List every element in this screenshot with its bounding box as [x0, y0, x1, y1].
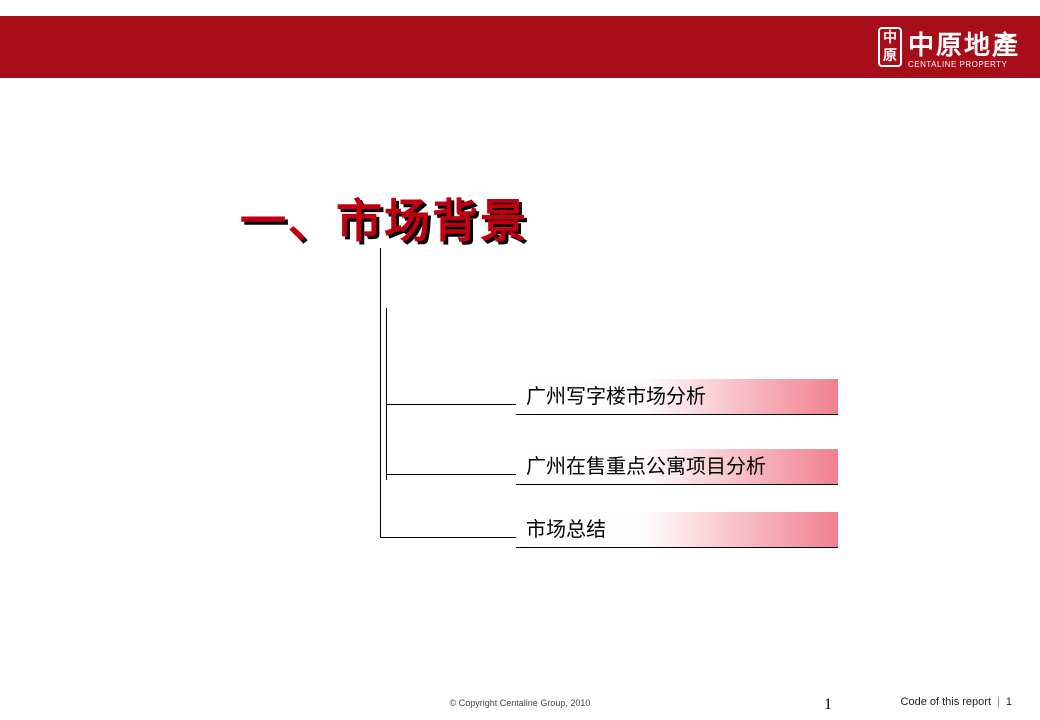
footer-code-label: Code of this report	[901, 696, 992, 708]
page-title-main: 一、市场背景	[240, 185, 528, 251]
outline-item: 广州写字楼市场分析	[516, 379, 838, 415]
outline-item: 广州在售重点公寓项目分析	[516, 449, 838, 485]
tree-trunk-line-inner	[386, 308, 387, 480]
page-title: 一、市场背景 一、市场背景	[240, 185, 528, 251]
footer-page-number: 1	[1006, 696, 1012, 708]
tree-trunk-line	[380, 248, 381, 538]
page-mark: 1	[824, 696, 832, 714]
footer-copyright: © Copyright Centaline Group, 2010	[450, 698, 591, 708]
logo-text-wrap: 中原地產 CENTALINE PROPERTY	[908, 25, 1020, 69]
logo-text-cn: 中原地產	[908, 25, 1020, 62]
tree-branch-line	[380, 537, 516, 538]
outline-item: 市场总结	[516, 512, 838, 548]
tree-branch-line	[386, 404, 516, 405]
tree-branch-line	[386, 474, 516, 475]
header-bar: 中原 中原地產 CENTALINE PROPERTY	[0, 16, 1040, 78]
logo-text-en: CENTALINE PROPERTY	[908, 60, 1020, 69]
footer-right: Code of this report | 1	[901, 696, 1012, 708]
logo: 中原 中原地產 CENTALINE PROPERTY	[878, 25, 1020, 69]
footer-divider-icon: |	[997, 696, 1000, 708]
logo-mark-icon: 中原	[878, 27, 902, 67]
